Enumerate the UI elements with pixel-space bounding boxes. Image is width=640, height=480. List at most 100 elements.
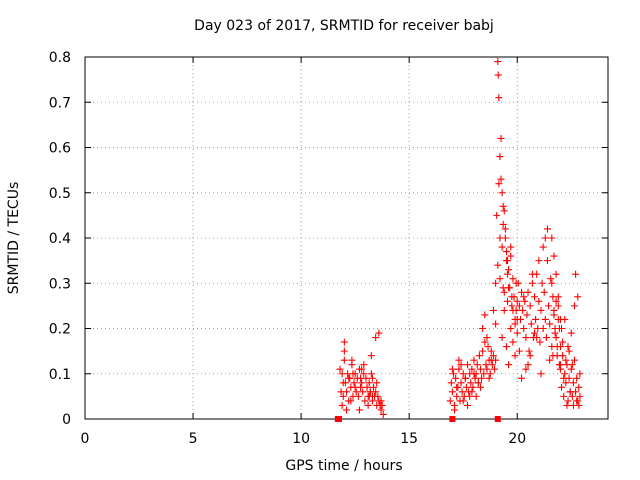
data-point <box>461 374 469 382</box>
data-point <box>470 356 478 364</box>
data-point <box>555 361 563 369</box>
data-point <box>488 361 496 369</box>
data-point <box>480 370 488 378</box>
data-point <box>446 397 454 405</box>
data-point <box>487 356 495 364</box>
data-point <box>546 320 554 328</box>
data-point <box>556 315 564 323</box>
y-axis-label: SRMTID / TECUs <box>6 182 22 295</box>
data-point <box>365 392 373 400</box>
data-point <box>548 279 556 287</box>
data-point <box>372 334 380 342</box>
data-point <box>541 234 549 242</box>
data-point <box>495 180 503 188</box>
data-point <box>351 383 359 391</box>
data-point <box>378 401 386 409</box>
y-tick-label: 0.7 <box>49 95 71 111</box>
data-point <box>526 302 534 310</box>
data-point <box>339 379 347 387</box>
data-point <box>522 365 530 373</box>
data-point <box>573 374 581 382</box>
data-point <box>511 320 519 328</box>
data-point <box>576 370 584 378</box>
data-point <box>525 347 533 355</box>
x-tick-label: 20 <box>508 431 526 447</box>
data-point <box>519 306 527 314</box>
x-axis-label: GPS time / hours <box>285 458 402 474</box>
data-point <box>361 397 369 405</box>
data-point <box>359 388 367 396</box>
data-point <box>338 401 346 409</box>
data-point <box>507 325 515 332</box>
data-point <box>498 189 506 197</box>
data-point <box>492 279 500 287</box>
data-point <box>336 365 344 373</box>
data-point <box>575 383 583 391</box>
data-point <box>513 329 521 337</box>
data-point <box>502 343 510 351</box>
data-point <box>467 379 475 387</box>
data-point <box>567 365 575 373</box>
data-point <box>508 302 516 310</box>
data-point <box>482 361 490 369</box>
data-point <box>514 279 522 287</box>
data-point <box>478 374 486 382</box>
data-point <box>533 334 541 342</box>
data-point <box>448 365 456 373</box>
data-point <box>558 383 566 391</box>
x-tick-label: 5 <box>189 431 198 447</box>
data-point <box>364 401 372 409</box>
data-point <box>496 234 504 242</box>
data-point <box>485 374 493 382</box>
data-point-zero <box>494 416 501 422</box>
data-point <box>568 392 576 400</box>
data-point <box>538 279 546 287</box>
data-point <box>379 410 387 418</box>
data-point <box>459 397 467 405</box>
data-point <box>537 370 545 378</box>
y-tick-labels: 0 0.1 0.2 0.3 0.4 0.5 0.6 0.7 0.8 <box>49 50 71 428</box>
data-point <box>571 302 579 310</box>
data-point <box>526 352 534 360</box>
data-point <box>360 370 368 378</box>
y-tick-label: 0.3 <box>49 276 71 292</box>
data-point <box>527 320 535 328</box>
data-point <box>563 401 571 409</box>
data-point <box>528 279 536 287</box>
data-point <box>494 58 502 66</box>
data-point <box>347 397 355 405</box>
data-point <box>481 338 489 346</box>
data-point <box>447 379 455 387</box>
data-point <box>368 374 376 382</box>
data-point <box>462 383 470 391</box>
data-point <box>449 370 457 378</box>
x-tick-labels: 0 5 10 15 20 <box>81 431 527 447</box>
data-point <box>552 334 560 342</box>
x-tick-label: 0 <box>81 431 90 447</box>
data-point <box>509 275 517 283</box>
data-point <box>448 388 456 396</box>
data-point <box>343 388 350 396</box>
data-point <box>515 302 523 310</box>
data-point <box>531 329 539 337</box>
y-tick-label: 0.6 <box>49 141 71 157</box>
data-point <box>572 270 580 278</box>
data-point <box>475 352 483 360</box>
x-tick-label: 10 <box>292 431 310 447</box>
data-point <box>559 352 567 360</box>
data-point <box>541 315 549 323</box>
data-point <box>521 297 529 305</box>
data-point <box>492 320 500 328</box>
data-point <box>518 288 526 296</box>
data-point <box>561 370 569 378</box>
data-point <box>479 347 487 355</box>
data-point <box>546 356 554 364</box>
data-point <box>551 325 559 332</box>
data-point <box>358 365 366 373</box>
data-point <box>505 266 513 274</box>
data-point <box>537 306 545 314</box>
data-point <box>501 225 509 233</box>
data-point <box>466 392 474 400</box>
data-point <box>560 374 568 382</box>
data-point <box>573 397 581 405</box>
